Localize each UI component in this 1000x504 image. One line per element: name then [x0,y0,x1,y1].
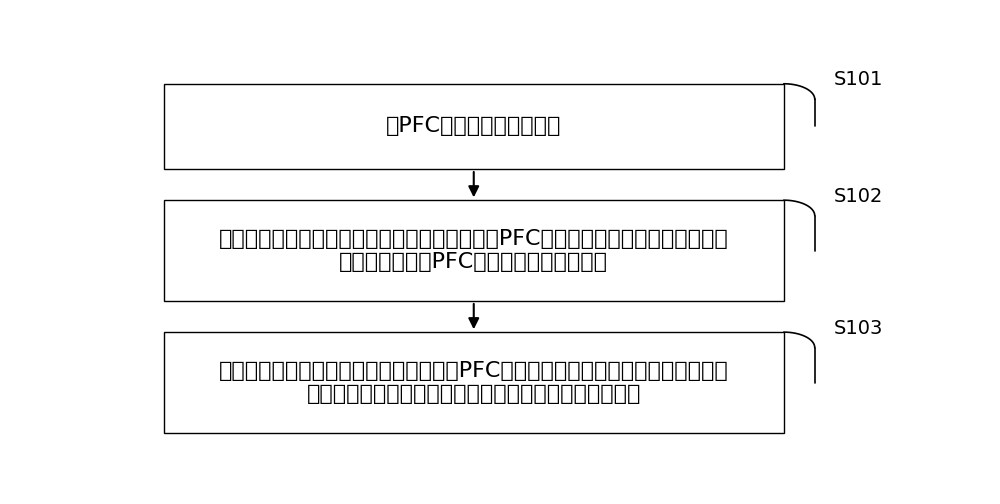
Text: 所述目标开关模块正常，否则判定所述目标开关模块故障: 所述目标开关模块正常，否则判定所述目标开关模块故障 [307,384,641,404]
Bar [164,332,784,433]
Bar [164,84,784,169]
Text: 若在所述目标开关模块的开关周期内所述PFC电路的直流俧电信号发生变化，则判定: 若在所述目标开关模块的开关周期内所述PFC电路的直流俧电信号发生变化，则判定 [219,361,729,381]
Text: S102: S102 [834,187,884,206]
Text: 对PFC电路施加交流电信号: 对PFC电路施加交流电信号 [386,116,561,137]
Text: 开关模块为所述PFC电路中的任一开关模块: 开关模块为所述PFC电路中的任一开关模块 [339,253,608,272]
Bar [164,200,784,301]
Text: S103: S103 [834,319,884,338]
Text: 对目标开关模块单独施加开关信号，并监测所述PFC电路的直流俧电信号；所述目标: 对目标开关模块单独施加开关信号，并监测所述PFC电路的直流俧电信号；所述目标 [219,229,729,249]
Text: S101: S101 [834,71,884,89]
